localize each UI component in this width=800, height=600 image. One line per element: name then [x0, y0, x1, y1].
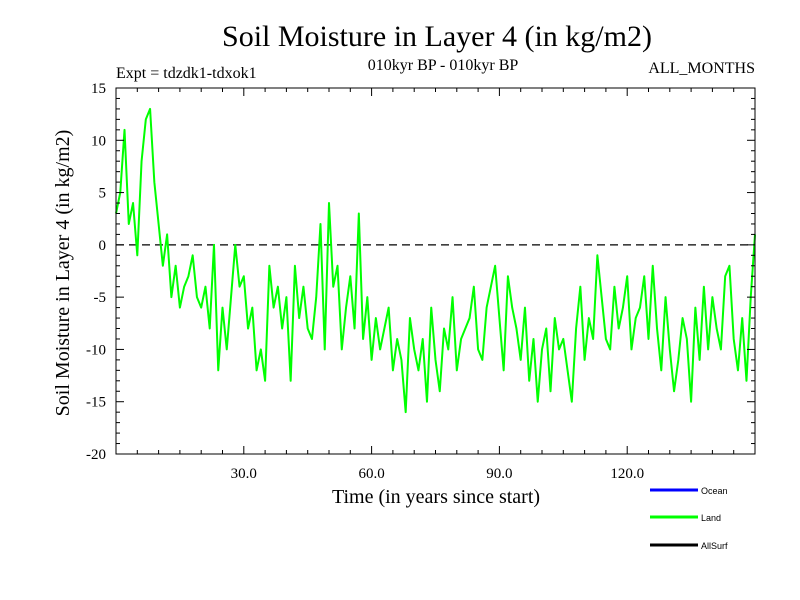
y-tick-label: 15: [91, 81, 106, 97]
y-tick-label: -10: [86, 342, 106, 358]
legend-allsurf-label: AllSurf: [701, 541, 728, 551]
y-tick-label: 10: [91, 133, 106, 149]
series-layer: [115, 107, 756, 414]
experiment-label: Expt = tdzdk1-tdxok1: [116, 65, 257, 82]
legend: Ocean Land AllSurf: [650, 486, 728, 551]
y-tick-label: 5: [99, 186, 107, 202]
chart-title: Soil Moisture in Layer 4 (in kg/m2): [222, 20, 652, 53]
series-line-land: [115, 107, 756, 414]
x-tick-label: 30.0: [231, 466, 257, 482]
y-axis-label: Soil Moisture in Layer 4 (in kg/m2): [52, 130, 74, 417]
x-tick-label: 120.0: [610, 466, 644, 482]
x-tick-label: 90.0: [486, 466, 512, 482]
chart-subtitle: 010kyr BP - 010kyr BP: [368, 57, 519, 74]
y-tick-label: -20: [86, 447, 106, 463]
y-tick-label: -5: [94, 290, 107, 306]
x-axis-ticks: 30.0 60.0 90.0 120.0: [136, 88, 735, 482]
legend-ocean-label: Ocean: [701, 486, 728, 496]
plot-frame: [115, 87, 756, 455]
y-tick-label: 0: [99, 238, 107, 254]
period-label: ALL_MONTHS: [648, 60, 755, 77]
legend-land-label: Land: [701, 513, 721, 523]
x-tick-label: 60.0: [358, 466, 384, 482]
y-axis-ticks: -20 -15 -10 -5 0 5 10 15: [86, 81, 755, 463]
y-tick-label: -15: [86, 395, 106, 411]
x-axis-label: Time (in years since start): [332, 486, 540, 508]
